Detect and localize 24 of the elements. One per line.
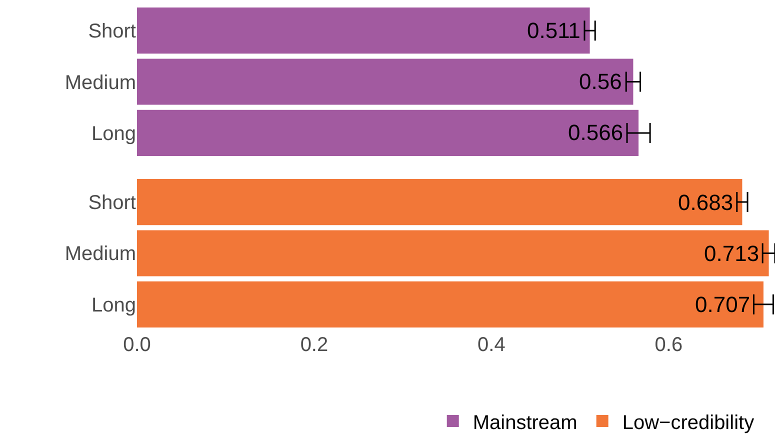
bar: [137, 58, 634, 105]
x-tick-label: 0.0: [123, 334, 151, 356]
bar: [137, 110, 639, 156]
x-tick-label: 0.4: [478, 334, 506, 356]
y-tick-label: Short: [88, 20, 136, 43]
y-tick-label: Long: [92, 294, 136, 316]
data-label: 0.566: [568, 120, 624, 145]
data-label: 0.511: [527, 18, 580, 43]
x-tick-label: 0.2: [300, 334, 328, 356]
data-label: 0.683: [678, 190, 734, 215]
data-label: 0.56: [579, 69, 622, 94]
y-tick-label: Medium: [64, 72, 136, 94]
bar: [137, 230, 769, 276]
x-tick-label: 0.6: [654, 334, 683, 356]
bar: [137, 281, 764, 328]
y-tick-label: Long: [92, 122, 136, 145]
data-label: 0.707: [695, 292, 750, 317]
data-label: 0.713: [704, 241, 760, 266]
legend-label: Low−credibility: [622, 412, 754, 434]
bar: [137, 8, 590, 54]
y-tick-label: Short: [88, 192, 136, 214]
bar: [137, 179, 742, 226]
y-tick-label: Medium: [64, 243, 136, 266]
legend-label: Mainstream: [472, 412, 578, 434]
